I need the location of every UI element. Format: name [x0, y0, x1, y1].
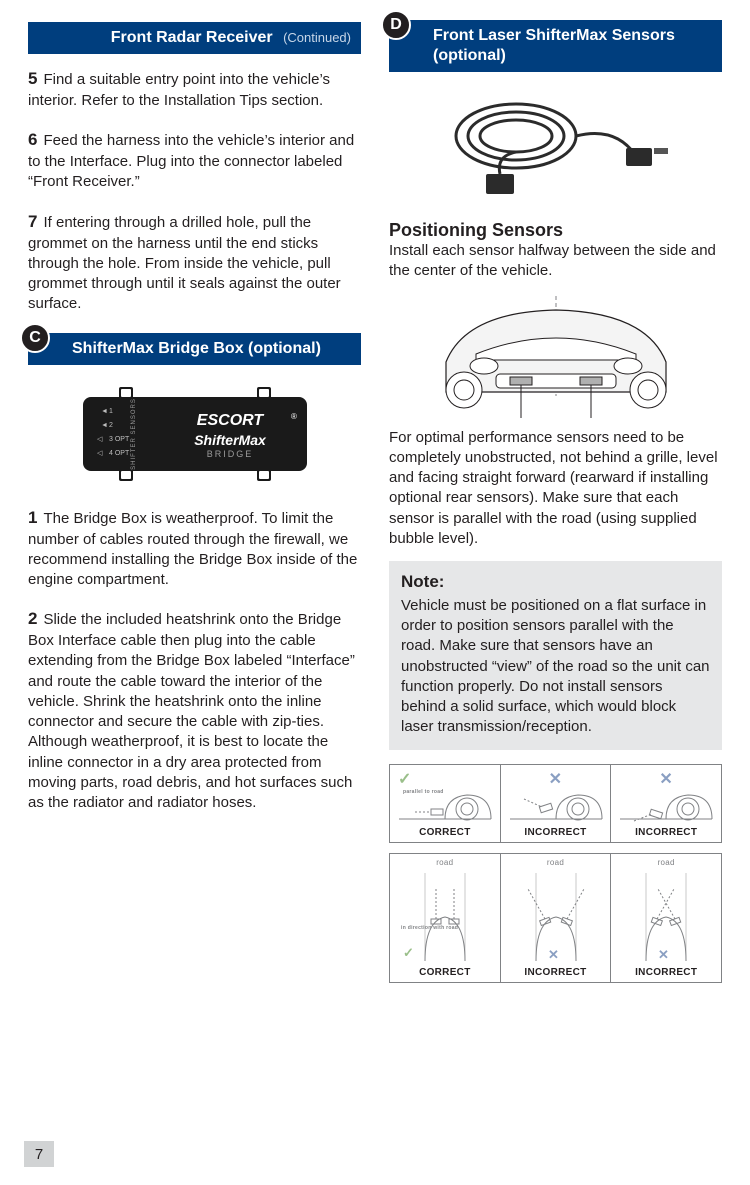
step-7: 7If entering through a drilled hole, pul… — [28, 211, 361, 315]
step-c1: 1The Bridge Box is weatherproof. To limi… — [28, 507, 361, 591]
step-number: 7 — [28, 212, 37, 231]
section-badge-c: C — [20, 323, 50, 353]
cross-icon: ✕ — [549, 769, 563, 789]
grid-label: INCORRECT — [503, 967, 609, 978]
step-text: Find a suitable entry point into the veh… — [28, 71, 330, 109]
sensor-cable-image — [426, 86, 686, 206]
grid-label: INCORRECT — [503, 827, 609, 838]
orientation-grid-1: ✓ parallel to road CORRECT ✕ — [389, 764, 722, 843]
section-title: Front Radar Receiver — [111, 29, 273, 46]
section-header-shiftermax-sensors: D Front Laser ShifterMax Sensors (option… — [389, 20, 722, 72]
grid-cell-incorrect: road ✕ INCORRECT — [611, 854, 721, 982]
step-c2: 2Slide the included heatshrink onto the … — [28, 608, 361, 813]
positioning-text-2: For optimal performance sensors need to … — [389, 428, 722, 550]
section-title: Front Laser ShifterMax Sensors (optional… — [433, 27, 675, 64]
svg-text:parallel to road: parallel to road — [403, 789, 444, 795]
page-number: 7 — [24, 1141, 54, 1167]
left-column: Front Radar Receiver (Continued) 5Find a… — [28, 22, 361, 993]
positioning-subhead: Positioning Sensors — [389, 220, 722, 241]
svg-text:BRIDGE: BRIDGE — [206, 449, 253, 459]
grid-label: INCORRECT — [613, 827, 719, 838]
check-icon: ✓ — [398, 769, 412, 789]
cross-icon: ✕ — [659, 769, 673, 789]
step-number: 1 — [28, 508, 37, 527]
step-text: If entering through a drilled hole, pull… — [28, 214, 341, 313]
step-number: 6 — [28, 130, 37, 149]
note-box: Note: Vehicle must be positioned on a fl… — [389, 561, 722, 750]
road-label: road — [392, 858, 498, 867]
step-5: 5Find a suitable entry point into the ve… — [28, 68, 361, 111]
svg-text:4 OPT: 4 OPT — [109, 450, 130, 457]
svg-text:1: 1 — [109, 408, 113, 415]
svg-text:◄: ◄ — [101, 422, 108, 429]
grid-cell-correct: ✓ parallel to road CORRECT — [390, 765, 501, 842]
step-6: 6Feed the harness into the vehicle’s int… — [28, 129, 361, 192]
grid-label: CORRECT — [392, 967, 498, 978]
svg-text:SHIFTER SENSORS: SHIFTER SENSORS — [131, 398, 137, 470]
step-text: The Bridge Box is weatherproof. To limit… — [28, 510, 357, 588]
positioning-text-1: Install each sensor halfway between the … — [389, 241, 722, 282]
step-number: 5 — [28, 69, 37, 88]
grid-label: CORRECT — [392, 827, 498, 838]
svg-text:◁: ◁ — [97, 450, 103, 457]
grid-cell-correct: road in direction with road ✓ CORRECT — [390, 854, 501, 982]
svg-text:◄: ◄ — [101, 408, 108, 415]
svg-text:✓: ✓ — [403, 945, 414, 960]
svg-text:✕: ✕ — [548, 947, 559, 962]
car-front-illustration — [406, 292, 706, 422]
step-text: Feed the harness into the vehicle’s inte… — [28, 132, 354, 190]
note-body: Vehicle must be positioned on a flat sur… — [401, 596, 710, 738]
svg-text:◁: ◁ — [97, 436, 103, 443]
svg-text:®: ® — [291, 412, 297, 421]
grid-cell-incorrect: ✕ INCORRECT — [501, 765, 612, 842]
road-label: road — [503, 858, 609, 867]
svg-text:2: 2 — [109, 422, 113, 429]
svg-text:ESCORT: ESCORT — [196, 412, 264, 429]
svg-text:ShifterMax: ShifterMax — [194, 432, 267, 448]
grid-label: INCORRECT — [613, 967, 719, 978]
right-column: D Front Laser ShifterMax Sensors (option… — [389, 22, 722, 993]
step-text: Slide the included heatshrink onto the B… — [28, 611, 355, 811]
orientation-grid-2: road in direction with road ✓ CORRECT ro… — [389, 853, 722, 983]
svg-text:3 OPT: 3 OPT — [109, 436, 130, 443]
section-badge-d: D — [381, 10, 411, 40]
note-title: Note: — [401, 571, 710, 594]
section-header-front-radar: Front Radar Receiver (Continued) — [28, 22, 361, 54]
section-title: ShifterMax Bridge Box (optional) — [72, 340, 321, 357]
road-label: road — [613, 858, 719, 867]
section-header-bridge-box: C ShifterMax Bridge Box (optional) — [28, 333, 361, 365]
step-number: 2 — [28, 609, 37, 628]
grid-cell-incorrect: ✕ INCORRECT — [611, 765, 721, 842]
grid-cell-incorrect: road ✕ INCORRECT — [501, 854, 612, 982]
continued-label: (Continued) — [283, 30, 351, 45]
svg-text:✕: ✕ — [658, 947, 669, 962]
bridge-box-illustration: SHIFTER SENSORS ◄1 ◄2 ◁ 3 OPT ◁ 4 OPT ESCO… — [65, 379, 325, 489]
